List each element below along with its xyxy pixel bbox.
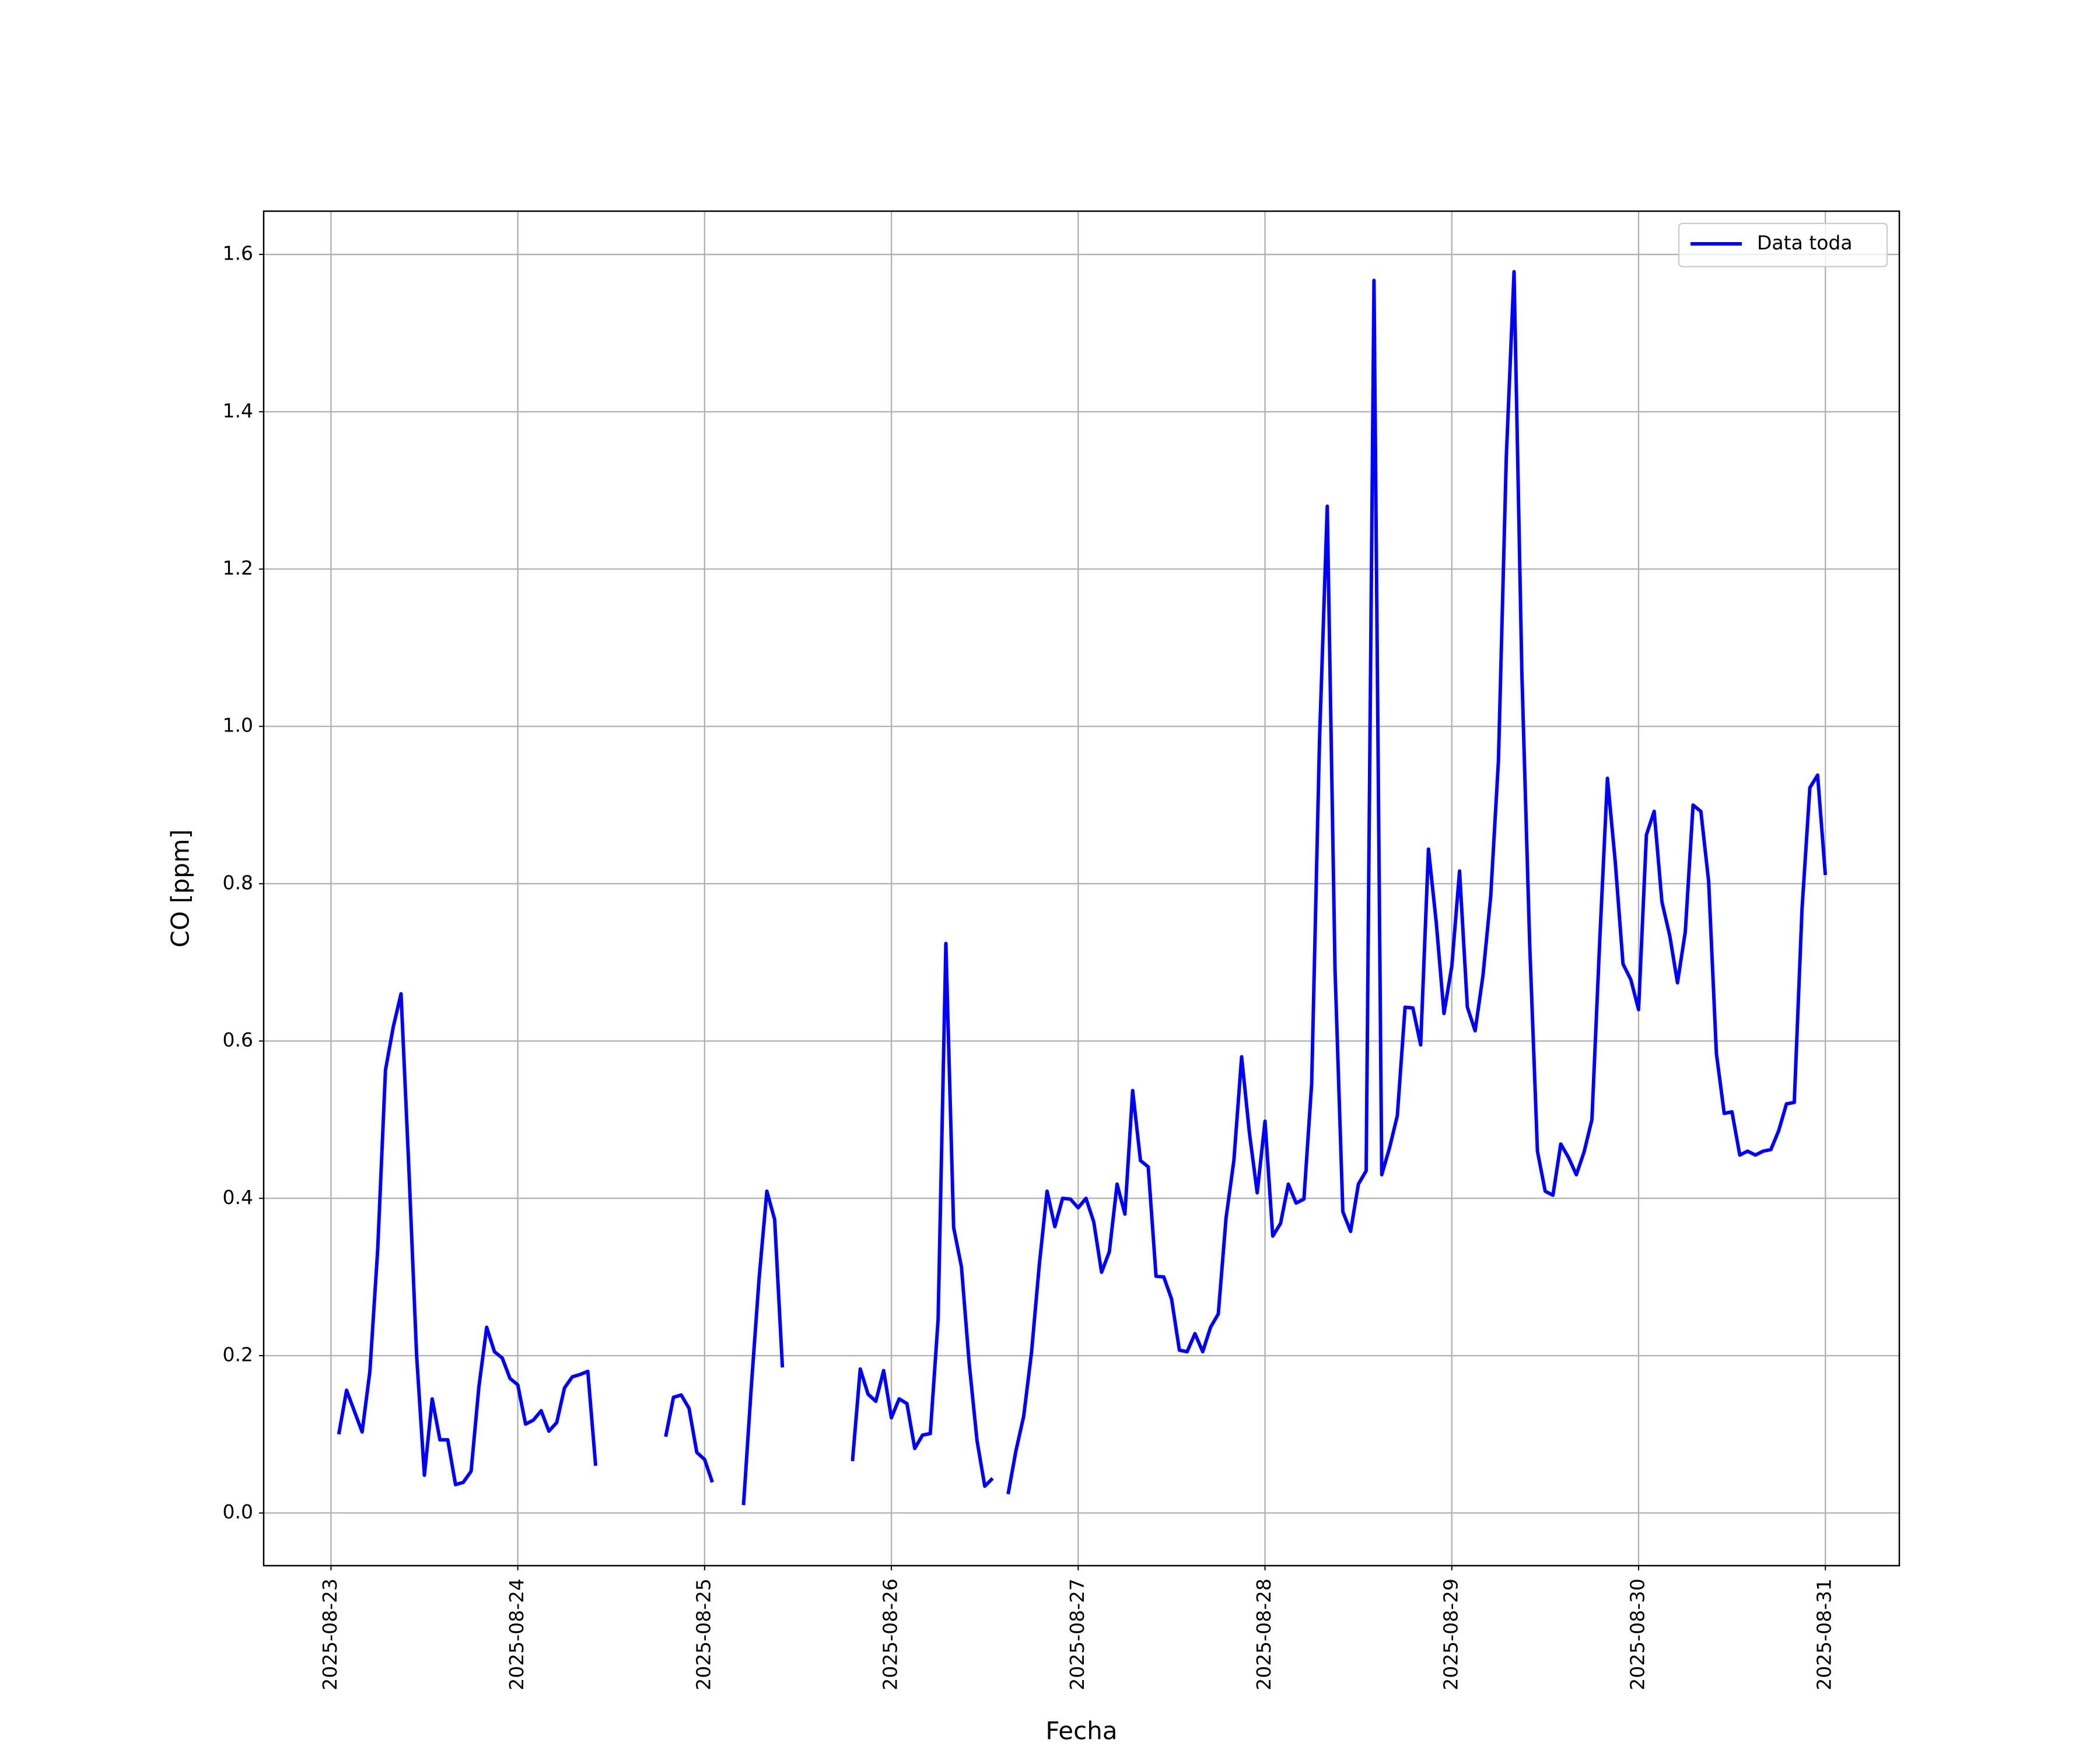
y-axis-label: CO [ppm] <box>166 830 195 948</box>
legend-box <box>1678 222 1888 268</box>
plot-frame <box>262 210 1901 1567</box>
y-tick-label: 1.0 <box>223 714 253 737</box>
y-tick-label: 0.2 <box>223 1343 253 1366</box>
data-line <box>337 270 1828 1506</box>
x-tick-label: 2025-08-28 <box>1252 1578 1275 1690</box>
y-tick-label: 1.4 <box>223 399 253 422</box>
y-tick-label: 1.2 <box>223 556 253 579</box>
y-tick-label: 1.6 <box>223 242 253 265</box>
y-tick-label: 0.0 <box>223 1500 253 1523</box>
x-tick-label: 2025-08-24 <box>505 1578 528 1690</box>
x-tick-label: 2025-08-31 <box>1813 1578 1836 1690</box>
legend-label: Data toda <box>1757 232 1853 254</box>
x-tick-label: 2025-08-23 <box>318 1578 341 1690</box>
x-tick-label: 2025-08-25 <box>692 1578 715 1690</box>
x-axis-label: Fecha <box>1045 1717 1117 1745</box>
y-tick-label: 0.4 <box>223 1186 253 1209</box>
y-tick-label: 0.8 <box>223 871 253 894</box>
x-tick-label: 2025-08-26 <box>879 1578 902 1690</box>
x-tick-label: 2025-08-27 <box>1066 1578 1088 1690</box>
x-tick-label: 2025-08-30 <box>1626 1578 1649 1690</box>
y-tick-label: 0.6 <box>223 1028 253 1051</box>
x-tick-label: 2025-08-29 <box>1439 1578 1462 1690</box>
